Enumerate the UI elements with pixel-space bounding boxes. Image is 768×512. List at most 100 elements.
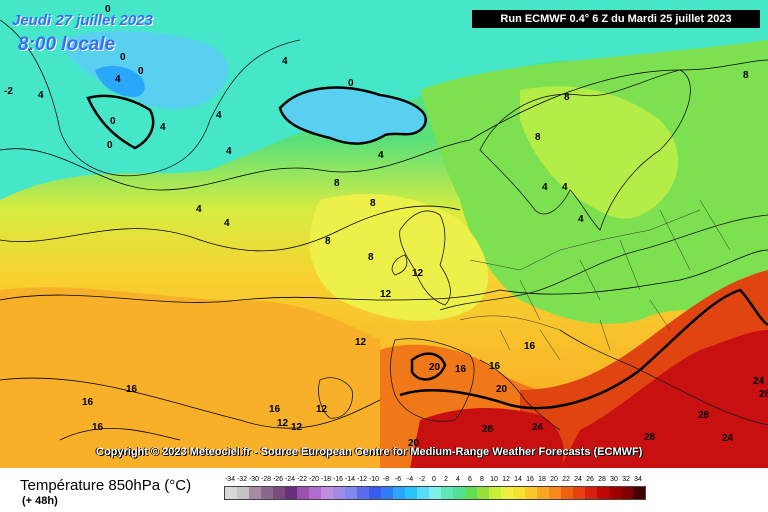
isotherm-label: 4 [542,182,548,193]
isotherm-label: 0 [348,78,354,89]
legend-swatch [513,487,525,499]
legend-swatch [321,487,333,499]
legend-swatch [477,487,489,499]
legend-tick-label: -30 [248,476,260,483]
legend-swatch [357,487,369,499]
isotherm-label: 16 [269,404,281,415]
legend-swatch [225,487,237,499]
legend-tick-label: 34 [634,476,642,483]
legend-swatch [561,487,573,499]
isotherm-0-line [86,94,155,150]
isotherm-label: 28 [759,389,768,400]
isotherm-label: 28 [482,424,494,435]
copyright-notice: Copyright © 2023 Meteociel.fr - Source E… [96,446,643,458]
legend-swatch [465,487,477,499]
cold-pool-atlantic [280,88,426,143]
isotherm-label: 4 [216,110,222,121]
legend-tick-label: 0 [432,476,436,483]
isotherm-label: 4 [224,218,230,229]
parameter-title: Température 850hPa (°C) [20,477,192,494]
legend-swatch [525,487,537,499]
isotherm-label: 20 [408,438,420,449]
legend-tick-label: 22 [562,476,570,483]
isotherm-label: 4 [282,56,288,67]
legend-tick-label: 12 [502,476,510,483]
legend-tick-label: 26 [586,476,594,483]
isotherm-20-line-2 [410,352,447,381]
lead-time: (+ 48h) [22,495,58,507]
isotherm-label: 24 [753,376,765,387]
isotherm-label: 20 [496,384,508,395]
atlantic-orange-zone [0,287,380,468]
legend-tick-label: 10 [490,476,498,483]
legend-tick-label: 2 [444,476,448,483]
legend-tick-label: 8 [480,476,484,483]
isotherm-label: 16 [92,422,104,433]
legend-swatch [333,487,345,499]
legend-swatch [549,487,561,499]
legend-tick-label: 30 [610,476,618,483]
legend-swatch [441,487,453,499]
coastlines [0,19,768,431]
isotherm-label: 4 [226,146,232,157]
east-core-zone [560,330,768,468]
isotherm-label: 8 [325,236,331,247]
legend-tick-label: -34 [224,476,236,483]
legend-tick-label: 28 [598,476,606,483]
legend-tick-label: -26 [272,476,284,483]
legend-swatch [573,487,585,499]
isotherm-label: 4 [160,122,166,133]
legend-swatch [345,487,357,499]
south-core-zone [410,408,564,468]
cold-pool-core [95,65,145,98]
legend-tick-label: -20 [308,476,320,483]
legend-swatch [453,487,465,499]
legend-swatch [501,487,513,499]
isotherm-label: 0 [138,66,144,77]
legend-swatch [633,487,645,499]
isotherm-label: 4 [115,74,121,85]
isotherm-label: 0 [107,140,113,151]
isotherm-label: 24 [532,422,544,433]
legend-swatch [537,487,549,499]
isotherm-label: 12 [355,337,367,348]
run-banner: Run ECMWF 0.4° 6 Z du Mardi 25 juillet 2… [472,10,760,28]
legend-swatch [597,487,609,499]
legend-swatch [285,487,297,499]
isotherm-label: 24 [722,433,734,444]
isotherm-label: 16 [524,341,536,352]
isotherm-0-line-2 [278,86,427,145]
legend-tick-label: -10 [368,476,380,483]
legend-tick-label: 4 [456,476,460,483]
isotherm-label: 28 [644,432,656,443]
isotherm-label: 4 [378,150,384,161]
isotherm-label: 0 [105,4,111,15]
isotherm-label: 16 [455,364,467,375]
legend-tick-label: -18 [320,476,332,483]
legend-tick-label: 24 [574,476,582,483]
isotherm-label: 8 [743,70,749,81]
legend-swatch [393,487,405,499]
isotherm-label: 12 [316,404,328,415]
legend-swatch [429,487,441,499]
isotherm-label: 28 [698,410,710,421]
legend-swatch [369,487,381,499]
legend-swatch [405,487,417,499]
isotherm-label: 8 [334,178,340,189]
isotherm-label: 8 [370,198,376,209]
forecast-time: 8:00 locale [18,34,116,55]
isotherm-label: 16 [126,384,138,395]
color-legend: -34 -32 -30 -28 -26 -24 -22 -20 -18 -16 -14 -12 -10-… [224,476,646,500]
borders [459,199,731,361]
legend-swatch [609,487,621,499]
legend-swatch [489,487,501,499]
isotherm-label: 8 [368,252,374,263]
legend-tick-label: -6 [394,476,402,483]
isotherm-label: 4 [38,90,44,101]
legend-tick-label: -22 [296,476,308,483]
isotherm-label: 8 [535,132,541,143]
isotherm-label: 12 [277,418,289,429]
legend-swatch [621,487,633,499]
